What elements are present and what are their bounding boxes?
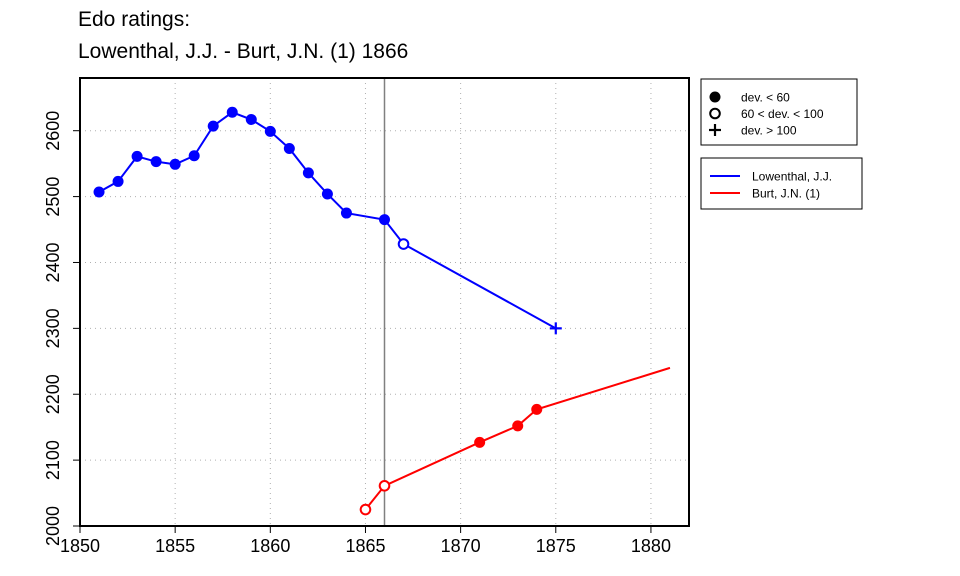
point-open	[359, 503, 372, 516]
x-tick-label: 1875	[536, 536, 576, 556]
series-burt-j-n-1-	[359, 366, 671, 516]
point-filled	[207, 120, 219, 132]
series-legend-label: Lowenthal, J.J.	[752, 170, 832, 184]
marker-legend: dev. < 60 60 < dev. < 100 dev. > 100	[700, 78, 858, 146]
point-filled	[150, 156, 162, 168]
y-tick-label: 2600	[43, 111, 63, 151]
marker-legend-label: dev. > 100	[741, 124, 797, 138]
x-tick-label: 1870	[441, 536, 481, 556]
chart-title-line1: Edo ratings:	[78, 8, 191, 31]
point-filled	[321, 188, 333, 200]
point-open	[378, 480, 391, 492]
y-tick-label: 2100	[43, 440, 63, 480]
x-tick-label: 1880	[631, 536, 671, 556]
series-line	[364, 366, 671, 511]
x-tick-label: 1855	[155, 536, 195, 556]
axes: 1850 1855 1860 1865 1870 1875 1880 2000 2100 2200…	[43, 111, 671, 556]
x-tick-label: 1860	[250, 536, 290, 556]
point-filled	[531, 403, 543, 415]
point-filled	[302, 167, 314, 179]
point-filled	[512, 420, 524, 432]
point-filled	[245, 114, 257, 126]
point-filled	[264, 125, 276, 137]
y-tick-label: 2400	[43, 242, 63, 282]
y-tick-label: 2200	[43, 374, 63, 414]
legends: dev. < 60 60 < dev. < 100 dev. > 100 Lowent…	[700, 78, 863, 210]
point-filled	[188, 150, 200, 162]
chart-title-line2: Lowenthal, J.J. - Burt, J.N. (1) 1866	[78, 40, 409, 63]
point-filled	[112, 175, 124, 187]
series-lowenthal-j-j-	[93, 106, 562, 335]
point-filled	[474, 436, 486, 448]
marker-legend-box	[700, 78, 858, 146]
series-group	[93, 106, 671, 516]
plot-frame	[79, 77, 690, 527]
series-legend: Lowenthal, J.J. Burt, J.N. (1)	[700, 157, 863, 210]
x-tick-label: 1850	[60, 536, 100, 556]
x-tick-label: 1865	[345, 536, 385, 556]
point-filled	[709, 91, 721, 103]
y-tick-label: 2000	[43, 506, 63, 546]
y-tick-label: 2500	[43, 177, 63, 217]
point-filled	[226, 106, 238, 118]
point-filled	[283, 142, 295, 154]
series-legend-label: Burt, J.N. (1)	[752, 187, 820, 201]
marker-legend-label: 60 < dev. < 100	[741, 107, 824, 121]
point-open	[709, 107, 721, 120]
point-filled	[379, 214, 390, 226]
series-line	[98, 111, 557, 330]
point-open	[397, 238, 410, 250]
point-filled	[340, 207, 352, 219]
point-filled	[93, 186, 105, 198]
point-filled	[131, 150, 143, 162]
point-filled	[169, 158, 181, 170]
series-legend-box	[700, 157, 863, 210]
y-tick-label: 2300	[43, 308, 63, 348]
marker-legend-label: dev. < 60	[741, 91, 790, 105]
